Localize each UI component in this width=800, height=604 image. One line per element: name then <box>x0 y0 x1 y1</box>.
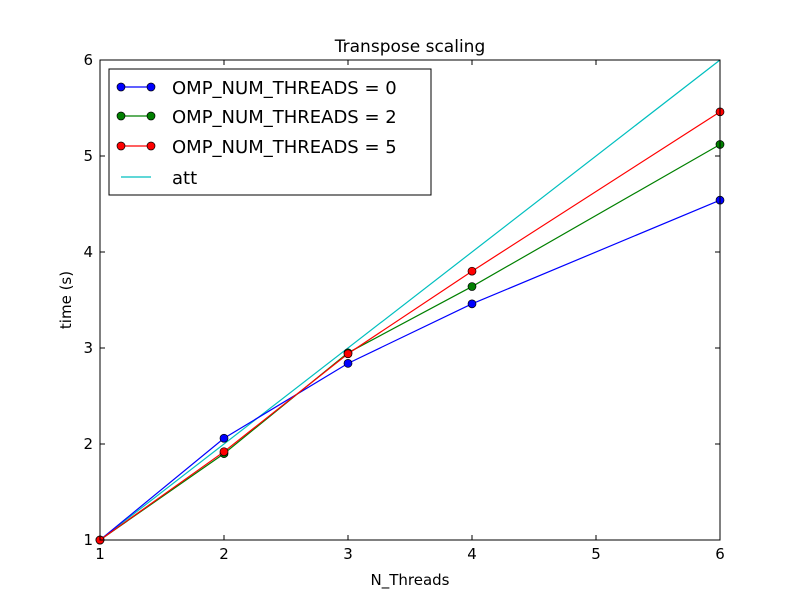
legend-label: att <box>172 168 197 189</box>
data-point <box>467 282 477 291</box>
chart-title: Transpose scaling <box>334 37 485 57</box>
data-point <box>219 433 229 443</box>
data-point <box>467 266 477 276</box>
y-tick-label: 3 <box>83 339 93 357</box>
ticks-layer: 1 2 3 4 5 6 1 2 3 4 5 6 <box>83 51 724 563</box>
y-axis-label: time (s) <box>57 271 75 329</box>
x-tick-label: 4 <box>467 545 477 563</box>
data-point <box>467 299 477 309</box>
data-point <box>219 447 229 457</box>
x-axis-label: N_Threads <box>371 571 450 590</box>
y-tick-label: 1 <box>83 531 93 549</box>
data-point <box>343 359 353 368</box>
legend-marker <box>116 111 126 121</box>
legend-marker <box>116 141 126 151</box>
legend-box <box>108 68 432 196</box>
y-tick-label: 5 <box>83 147 93 165</box>
legend-marker <box>146 111 156 121</box>
x-tick-label: 6 <box>715 545 725 563</box>
legend-label: OMP_NUM_THREADS = 5 <box>172 137 397 158</box>
y-tick-label: 4 <box>83 243 93 261</box>
series-line <box>99 59 721 541</box>
x-tick-label: 5 <box>591 545 601 563</box>
legend: OMP_NUM_THREADS = 0 OMP_NUM_THREADS = 2 OM… <box>108 68 432 196</box>
y-tick-label: 6 <box>83 51 93 69</box>
legend-label: OMP_NUM_THREADS = 0 <box>172 78 397 99</box>
x-tick-label: 2 <box>219 545 229 563</box>
legend-marker <box>116 82 126 92</box>
x-tick-label: 1 <box>95 545 105 563</box>
legend-marker <box>146 141 156 151</box>
data-point <box>343 349 353 359</box>
legend-marker <box>146 82 156 92</box>
plot-frame <box>99 59 721 541</box>
legend-label: OMP_NUM_THREADS = 2 <box>172 107 397 128</box>
y-tick-label: 2 <box>83 435 93 453</box>
series-layer <box>95 59 725 545</box>
x-tick-label: 3 <box>343 545 353 563</box>
